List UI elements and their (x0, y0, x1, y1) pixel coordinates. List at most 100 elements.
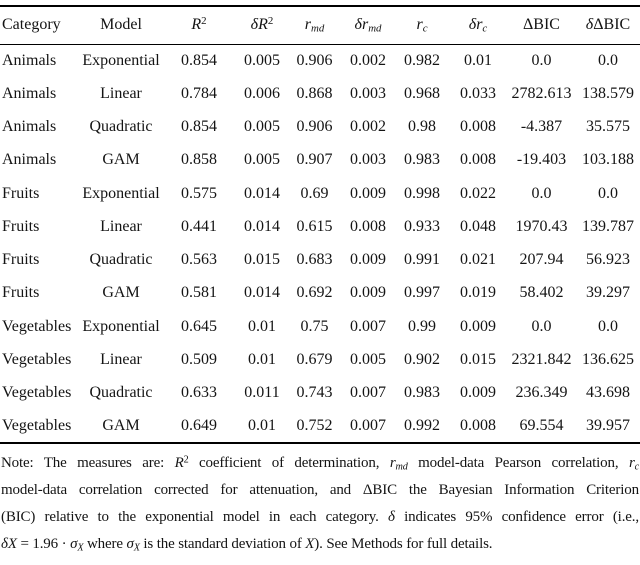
text-segment: 2 (183, 454, 189, 466)
column-header: δΔBIC (576, 6, 640, 44)
text-segment: δr (354, 16, 369, 34)
table-cell: 0.007 (350, 384, 386, 402)
table-cell: 0.858 (181, 151, 217, 169)
table-cell: Vegetables (2, 416, 72, 434)
table-row: Fruits Quadratic 0.563 0.015 0.683 0.009 0.991… (0, 244, 640, 277)
table-cell: 103.188 (582, 151, 634, 169)
text-segment: R (174, 455, 184, 471)
table-cell: 0.009 (460, 384, 496, 402)
table-cell: Exponential (82, 184, 160, 202)
table-cell: Fruits (2, 217, 40, 235)
text-segment: Model (100, 16, 142, 34)
text-segment: σ (70, 536, 78, 552)
text-segment: = 1.96 · (16, 536, 71, 552)
table-cell: 0.868 (296, 84, 333, 102)
table-cell: Fruits (2, 284, 40, 302)
table-cell: 0.615 (296, 217, 333, 235)
table-cell: 0.991 (404, 251, 440, 269)
text-segment: md (310, 22, 325, 35)
table-cell: 0.005 (244, 118, 280, 136)
table-cell: Linear (100, 217, 142, 235)
table-cell: 2321.842 (511, 350, 572, 368)
column-header: δrmd (341, 6, 395, 44)
table-cell: Fruits (2, 251, 40, 269)
text-segment: where (83, 536, 127, 552)
table-cell: 0.014 (244, 217, 280, 235)
table-note: Note: The measures are: R2 coefficient o… (0, 450, 640, 558)
table-row: Animals Quadratic 0.854 0.005 0.906 0.002 0.98… (0, 111, 640, 144)
table-cell: 0.007 (350, 416, 386, 434)
table-row: Vegetables GAM 0.649 0.01 0.752 0.007 0.992 0.0… (0, 410, 640, 443)
table-cell: 236.349 (515, 384, 568, 402)
table-cell: 0.002 (350, 118, 386, 136)
table-cell: 0.998 (404, 184, 440, 202)
table-cell: 0.009 (350, 184, 386, 202)
column-header: Category (0, 6, 80, 44)
table-cell: 0.003 (350, 84, 386, 102)
table-cell: Quadratic (89, 384, 153, 402)
table-cell: 0.0 (531, 51, 552, 69)
text-segment: c (422, 22, 428, 35)
table-cell: 0.509 (181, 350, 217, 368)
table-cell: 0.69 (300, 184, 329, 202)
table-cell: Quadratic (89, 251, 153, 269)
table-cell: 139.787 (582, 217, 634, 235)
table-cell: 2782.613 (511, 84, 572, 102)
table-cell: 0.854 (181, 51, 217, 69)
table-cell: Linear (100, 84, 142, 102)
table-row: Vegetables Quadratic 0.633 0.011 0.743 0.007 0… (0, 377, 640, 410)
table-cell: 0.01 (464, 51, 492, 69)
table-cell: Quadratic (89, 118, 153, 136)
table-cell: 0.002 (350, 51, 386, 69)
table-cell: Animals (2, 84, 57, 102)
table-cell: 0.0 (598, 184, 618, 202)
table-cell: 0.015 (460, 350, 496, 368)
table-cell: 0.01 (248, 350, 276, 368)
table-cell: 39.297 (586, 284, 630, 302)
table-cell: 0.021 (460, 251, 496, 269)
table-cell: 207.94 (519, 251, 564, 269)
table-cell: -4.387 (520, 118, 563, 136)
table-cell: 0.563 (181, 251, 217, 269)
table-cell: 0.014 (244, 284, 280, 302)
table-row: Fruits GAM 0.581 0.014 0.692 0.009 0.997 0.019 5… (0, 277, 640, 310)
table-cell: 0.98 (408, 118, 436, 136)
table-cell: 0.014 (244, 184, 280, 202)
table-cell: 0.575 (181, 184, 217, 202)
table-cell: 0.005 (244, 51, 280, 69)
column-header: Model (80, 6, 162, 44)
table-cell: GAM (102, 151, 140, 169)
text-segment: X (77, 542, 84, 554)
table-cell: 0.0 (531, 184, 552, 202)
text-segment: Note: The measures are: (1, 455, 175, 471)
text-segment: md (395, 461, 408, 473)
table-cell: 0.784 (181, 84, 217, 102)
table-cell: 0.902 (404, 350, 440, 368)
table-row: Vegetables Exponential 0.645 0.01 0.75 0.007 0… (0, 310, 640, 343)
note-line: (BIC) relative to the exponential model … (1, 504, 639, 531)
column-header: rc (395, 6, 449, 44)
table-row: Animals GAM 0.858 0.005 0.907 0.003 0.983 0.008… (0, 144, 640, 177)
text-segment: Category (2, 16, 61, 34)
table-cell: 0.033 (460, 84, 496, 102)
table-cell: 0.009 (350, 284, 386, 302)
table-cell: 0.752 (296, 416, 333, 434)
results-table: Category Model R2 δR2 rmd δrmd rc δrc ΔBIC δΔBIC … (0, 5, 640, 444)
column-header: R2 (162, 6, 236, 44)
text-segment: md (368, 22, 382, 35)
text-segment: model-data correlation corrected for att… (1, 482, 639, 498)
table-cell: GAM (102, 284, 140, 302)
column-header: δrc (449, 6, 507, 44)
table-cell: 0.992 (404, 416, 440, 434)
text-segment: R (191, 16, 202, 34)
table-cell: 69.554 (519, 416, 564, 434)
table-cell: 0.015 (244, 251, 280, 269)
table-cell: 1970.43 (515, 217, 568, 235)
text-segment: ΔBIC (593, 16, 631, 34)
table-cell: 0.683 (296, 251, 333, 269)
table-cell: 0.692 (296, 284, 333, 302)
table-cell: 0.0 (598, 51, 618, 69)
table-cell: 0.005 (244, 151, 280, 169)
table-cell: 0.009 (460, 317, 496, 335)
table-cell: 0.907 (296, 151, 333, 169)
